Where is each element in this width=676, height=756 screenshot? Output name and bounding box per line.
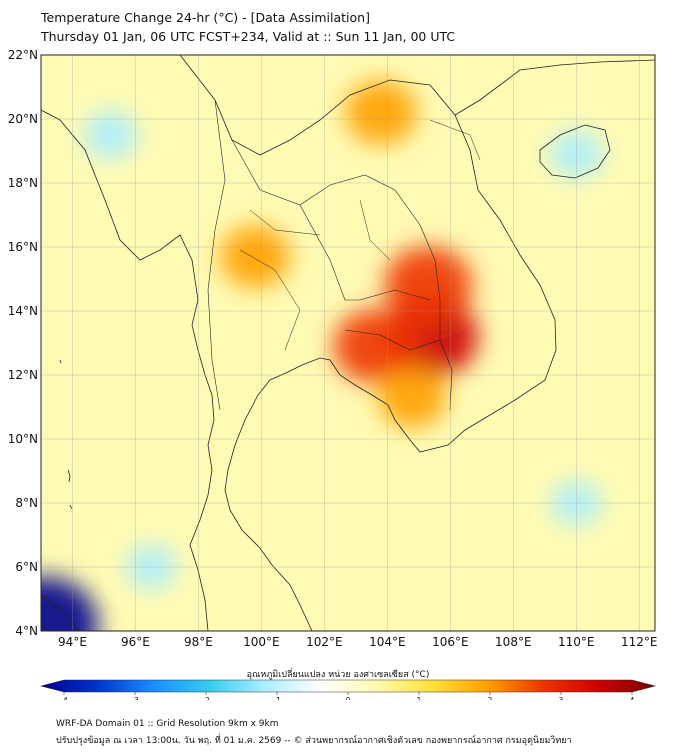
map-frame (40, 54, 656, 632)
lat-tick-label: 4°N (15, 624, 38, 638)
warm-anomaly-3 (220, 225, 291, 288)
lat-tick-label: 20°N (8, 112, 38, 126)
lon-tick-label: 94°E (58, 635, 87, 649)
lat-tick-label: 16°N (8, 240, 38, 254)
lat-tick-label: 14°N (8, 304, 38, 318)
colorbar-tick-label: 1 (417, 696, 422, 700)
lon-tick-label: 96°E (121, 635, 150, 649)
colorbar-label: อุณหภูมิเปลี่ยนแปลง หน่วย องศาเซลเซียส (… (246, 670, 430, 680)
colorbar-tick-label: -3 (131, 696, 139, 700)
colorbar-tick-label: -4 (60, 696, 68, 700)
lon-tick-label: 110°E (558, 635, 595, 649)
warm-anomaly-2 (333, 309, 417, 384)
lat-tick-label: 8°N (15, 496, 38, 510)
footer-model-info: WRF-DA Domain 01 :: Grid Resolution 9km … (56, 719, 279, 729)
lon-tick-label: 102°E (306, 635, 343, 649)
colorbar-tick-label: 4 (630, 696, 635, 700)
latitude-labels: 4°N 6°N 8°N 10°N 12°N 14°N 16°N 18°N 20°N 22°N (8, 48, 38, 638)
colorbar-tick-label: 3 (559, 696, 564, 700)
colorbar-tick-label: 2 (488, 696, 493, 700)
colorbar-tick-label: -2 (202, 696, 210, 700)
graticule (41, 55, 655, 631)
lon-tick-label: 112°E (621, 635, 658, 649)
cool-anomaly-1 (83, 111, 138, 159)
lat-tick-label: 12°N (8, 368, 38, 382)
lat-tick-label: 6°N (15, 560, 38, 574)
lat-tick-label: 22°N (8, 48, 38, 62)
lon-tick-label: 108°E (495, 635, 532, 649)
cool-anomaly-0 (41, 576, 99, 631)
warm-anomaly-1 (384, 246, 473, 325)
footer-update-info: ปรับปรุงข้อมูล ณ เวลา 13:00น. วัน พฤ. ที… (56, 736, 572, 746)
lon-tick-label: 104°E (369, 635, 406, 649)
map-title: Temperature Change 24-hr (°C) - [Data As… (41, 10, 370, 25)
longitude-labels: 94°E 96°E 98°E 100°E 102°E 104°E 106°E 108°E 110… (58, 635, 657, 649)
map-subtitle: Thursday 01 Jan, 06 UTC FCST+234, Valid … (41, 29, 456, 44)
warm-anomaly-5 (378, 367, 447, 428)
colorbar-tick-label: 0 (346, 696, 351, 700)
lon-tick-label: 98°E (184, 635, 213, 649)
lon-tick-label: 106°E (432, 635, 469, 649)
temperature-change-map: 4°N 6°N 8°N 10°N 12°N 14°N 16°N 18°N 20°N 22°N 94… (8, 48, 658, 700)
lat-tick-label: 10°N (8, 432, 38, 446)
colorbar-tick-label: -1 (273, 696, 281, 700)
lon-tick-label: 100°E (243, 635, 280, 649)
lat-tick-label: 18°N (8, 176, 38, 190)
colorbar: -4 -3 -2 -1 0 1 2 3 4 (39, 679, 657, 700)
warm-anomaly-4 (345, 80, 418, 145)
